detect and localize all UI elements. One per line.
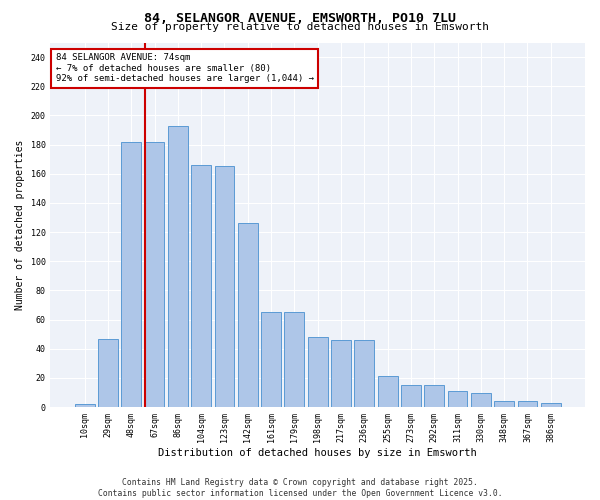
- X-axis label: Distribution of detached houses by size in Emsworth: Distribution of detached houses by size …: [158, 448, 477, 458]
- Bar: [238, 224, 257, 407]
- Bar: [494, 401, 514, 407]
- Bar: [331, 340, 351, 407]
- Bar: [448, 391, 467, 407]
- Text: 84, SELANGOR AVENUE, EMSWORTH, PO10 7LU: 84, SELANGOR AVENUE, EMSWORTH, PO10 7LU: [144, 12, 456, 26]
- Bar: [215, 166, 235, 407]
- Bar: [308, 337, 328, 407]
- Text: Contains HM Land Registry data © Crown copyright and database right 2025.
Contai: Contains HM Land Registry data © Crown c…: [98, 478, 502, 498]
- Bar: [191, 165, 211, 407]
- Bar: [424, 385, 444, 407]
- Bar: [121, 142, 141, 407]
- Bar: [75, 404, 95, 407]
- Bar: [261, 312, 281, 407]
- Y-axis label: Number of detached properties: Number of detached properties: [15, 140, 25, 310]
- Bar: [471, 392, 491, 407]
- Bar: [378, 376, 398, 407]
- Bar: [168, 126, 188, 407]
- Bar: [284, 312, 304, 407]
- Text: 84 SELANGOR AVENUE: 74sqm
← 7% of detached houses are smaller (80)
92% of semi-d: 84 SELANGOR AVENUE: 74sqm ← 7% of detach…: [56, 54, 314, 83]
- Bar: [518, 401, 538, 407]
- Bar: [355, 340, 374, 407]
- Text: Size of property relative to detached houses in Emsworth: Size of property relative to detached ho…: [111, 22, 489, 32]
- Bar: [401, 385, 421, 407]
- Bar: [98, 338, 118, 407]
- Bar: [541, 402, 561, 407]
- Bar: [145, 142, 164, 407]
